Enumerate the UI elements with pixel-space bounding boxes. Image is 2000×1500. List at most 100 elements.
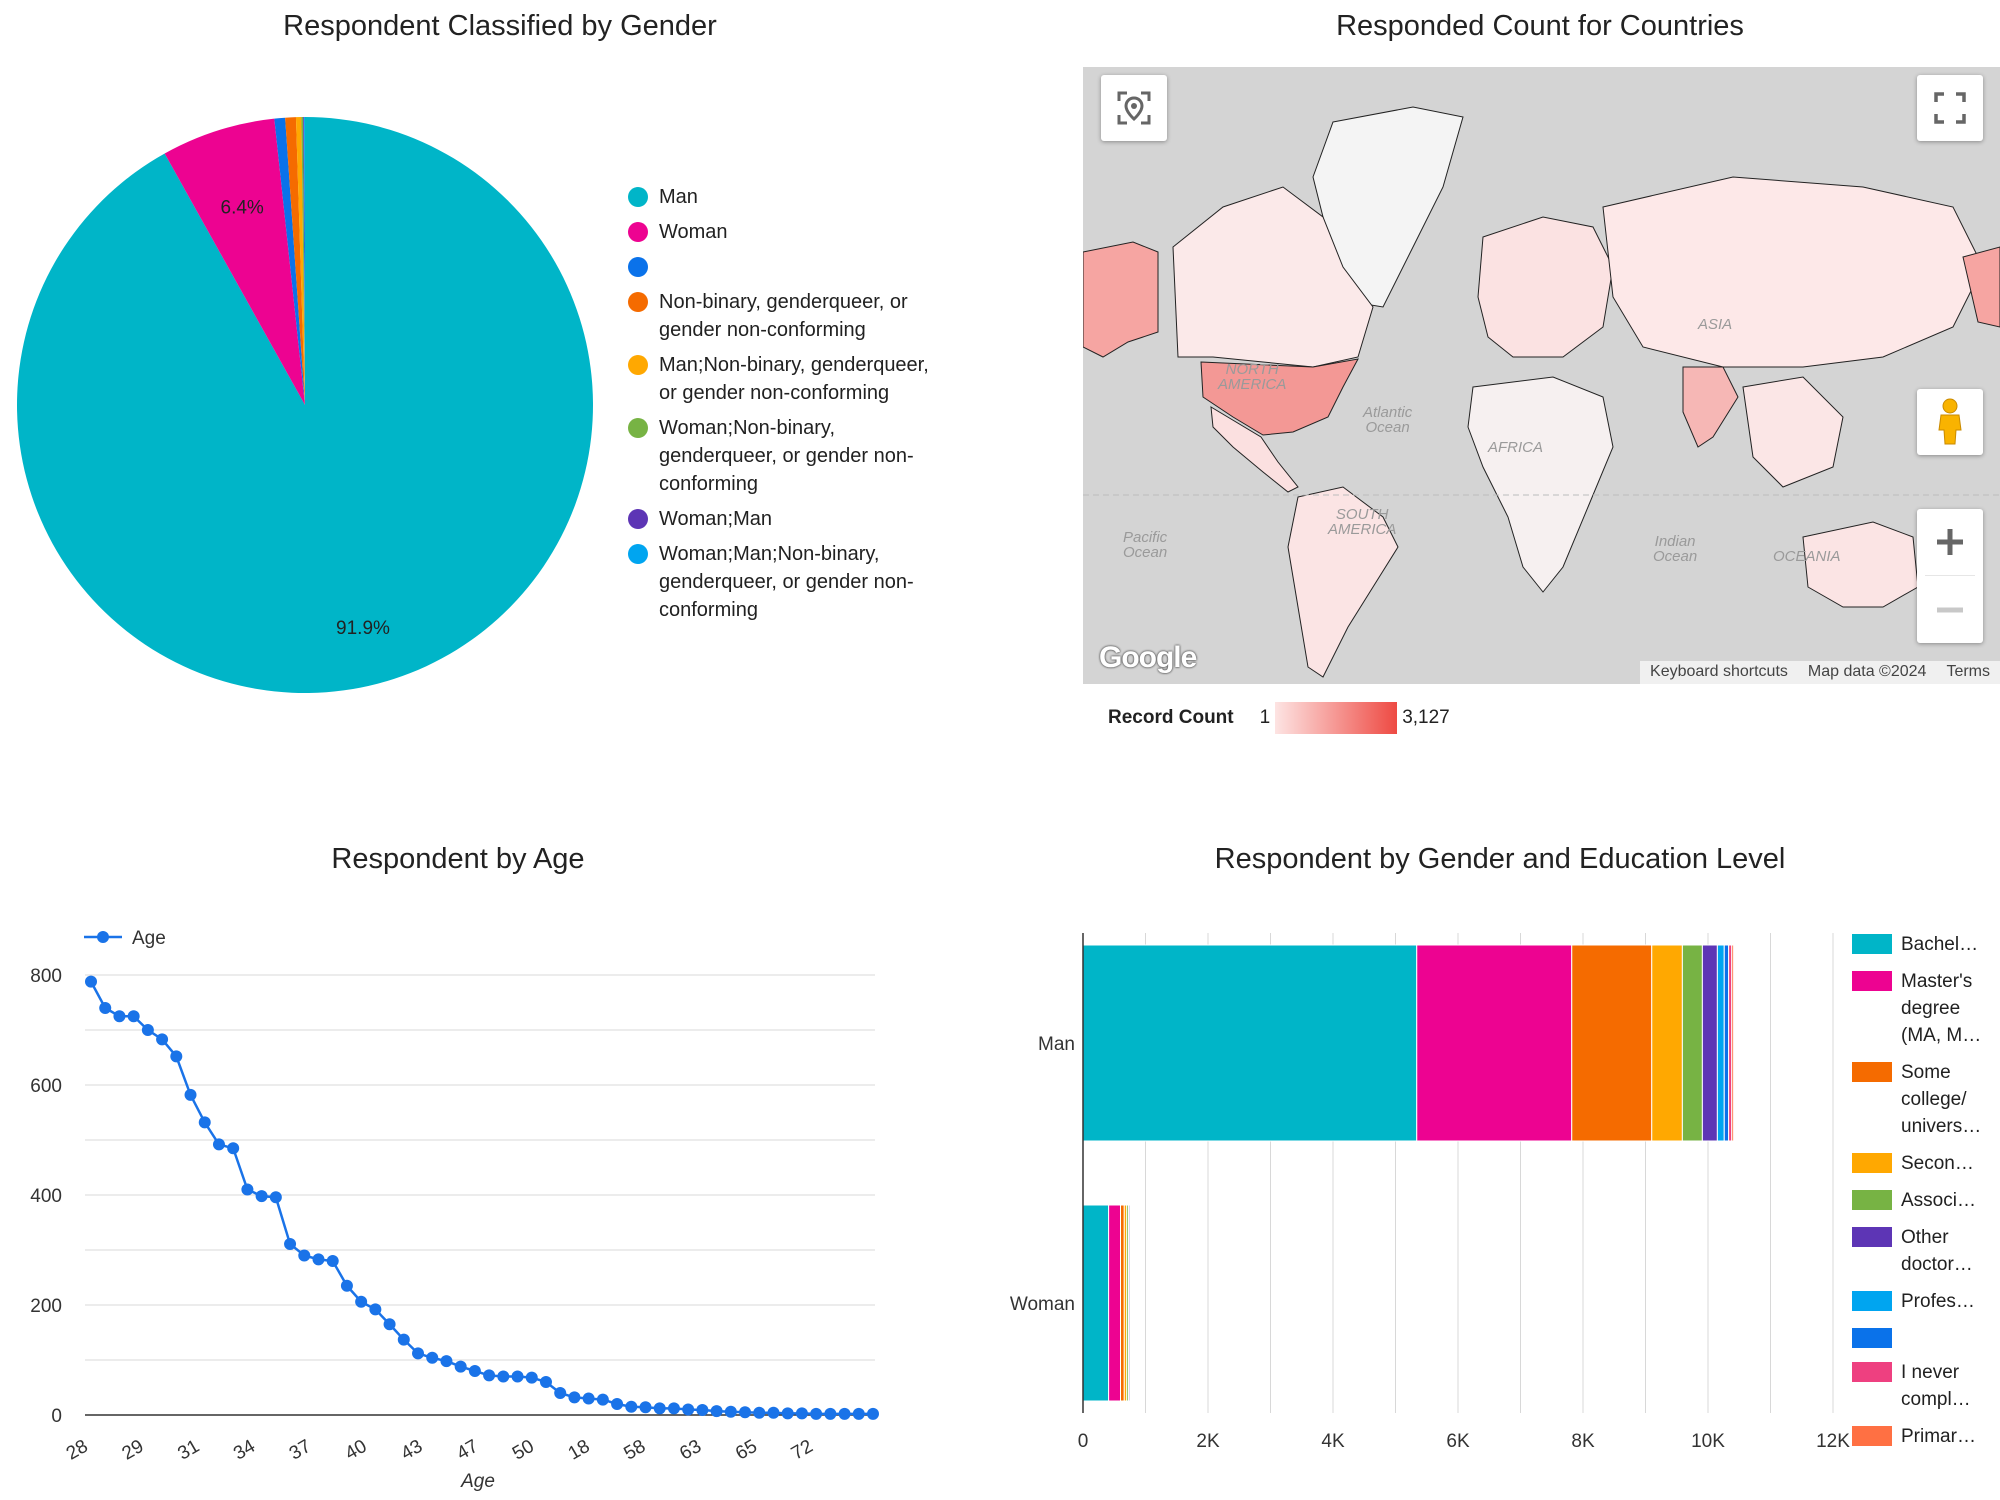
southeast-asia-shape [1742,376,1844,488]
alaska-shape [1083,241,1159,358]
age-point [454,1360,467,1373]
scale-max-label: 3,127 [1402,707,1450,728]
age-y-tick: 0 [51,1406,62,1427]
label-asia: ASIA [1698,316,1733,333]
edu-legend-item-0[interactable]: Bachel… [1852,931,1992,958]
age-point [212,1138,225,1151]
edu-legend-item-5[interactable]: Other doctor… [1852,1224,1992,1278]
age-point [426,1351,439,1364]
edu-x-tick: 6K [1446,1431,1470,1452]
legend-swatch [628,355,648,375]
legend-label: Master's degree (MA, M… [1901,971,1982,1046]
legend-swatch [628,222,648,242]
street-view-button[interactable] [1917,389,1983,455]
zoom-control [1917,509,1983,643]
age-point [99,1002,112,1014]
legend-item-0[interactable]: Man [628,183,948,211]
edu-bar-segment [1120,1204,1125,1402]
google-logo: Google [1099,641,1197,674]
zoom-in-button[interactable] [1917,509,1983,575]
age-legend-label: Age [132,928,166,949]
age-point [682,1403,695,1416]
legend-item-1[interactable]: Woman [628,218,948,246]
age-y-tick: 600 [30,1076,62,1097]
age-point [838,1407,851,1420]
edu-x-tick: 0 [1078,1431,1089,1452]
education-chart-title: Respondent by Gender and Education Level [1214,843,1786,875]
edu-legend-item-2[interactable]: Some college/ univers… [1852,1059,1992,1140]
label-north-america: NORTH AMERICA [1218,361,1287,393]
legend-item-2[interactable] [628,253,948,281]
legend-label: Primar… [1901,1426,1976,1447]
edu-legend-item-7[interactable] [1852,1325,1992,1349]
edu-bar-segment [1416,944,1573,1142]
age-point [497,1370,510,1383]
age-point [852,1407,865,1420]
age-point [269,1191,282,1204]
label-pacific: Pacific Ocean [1123,529,1168,561]
age-x-tick: 47 [453,1436,482,1465]
zoom-out-button[interactable] [1917,577,1983,643]
world-map[interactable]: ASIA NORTH AMERICA Atlantic Ocean AFRICA… [1083,67,2000,684]
age-x-axis-title: Age [460,1471,495,1492]
map-countries [1083,106,2000,678]
age-x-tick: 29 [119,1436,148,1465]
legend-label: Associ… [1901,1190,1976,1211]
edu-x-tick: 12K [1816,1431,1850,1452]
zoom-separator [1925,575,1975,576]
edu-legend-item-8[interactable]: I never compl… [1852,1359,1992,1413]
age-point [611,1398,624,1410]
age-point [568,1391,581,1404]
usa-shape [1200,358,1359,436]
legend-item-4[interactable]: Man;Non-binary, genderqueer, or gender n… [628,351,948,407]
age-point [781,1407,794,1420]
legend-item-6[interactable]: Woman;Man [628,505,948,533]
legend-item-5[interactable]: Woman;Non-binary, genderqueer, or gender… [628,414,948,498]
legend-swatch [1852,1426,1892,1446]
terms-link[interactable]: Terms [1946,663,1990,680]
edu-bar-segment [1681,944,1703,1142]
keyboard-shortcuts-link[interactable]: Keyboard shortcuts [1650,663,1788,680]
legend-swatch [1852,934,1892,954]
legend-item-7[interactable]: Woman;Man;Non-binary, genderqueer, or ge… [628,540,948,624]
legend-swatch [1852,1362,1892,1382]
age-point [383,1318,396,1331]
edu-bar-segment [1082,944,1418,1142]
label-indian: Indian Ocean [1653,533,1698,565]
age-point [298,1249,311,1262]
edu-bar-segment [1723,944,1730,1142]
india-shape [1682,366,1739,448]
age-point [241,1183,254,1196]
age-point [127,1010,140,1023]
record-count-legend: Record Count 1 3,127 [1108,702,1450,734]
edu-category-label: Man [1038,1034,1075,1055]
legend-swatch [1852,1153,1892,1173]
age-x-tick: 31 [174,1436,203,1465]
pie-slice-0 [16,117,593,694]
fullscreen-button[interactable] [1917,75,1983,141]
age-point [184,1088,197,1101]
edu-legend-item-4[interactable]: Associ… [1852,1187,1992,1214]
age-x-tick: 40 [342,1436,371,1465]
edu-legend-item-6[interactable]: Profes… [1852,1288,1992,1315]
age-point [85,975,97,988]
locate-button[interactable] [1101,75,1167,141]
age-point [653,1402,666,1415]
age-point [141,1024,154,1036]
edu-legend-item-1[interactable]: Master's degree (MA, M… [1852,968,1992,1049]
age-series-line [89,981,873,1416]
age-x-tick: 18 [565,1436,594,1465]
age-point [810,1407,823,1420]
south-america-shape [1287,486,1399,678]
age-chart-title: Respondent by Age [331,843,585,875]
education-bar-chart: 0 2K 4K 6K 8K 10K 12K Man Woman [1010,933,1850,1452]
legend-label: Non-binary, genderqueer, or gender non-c… [659,291,908,341]
pie-slice-2 [274,117,305,406]
age-point [753,1406,766,1419]
edu-legend-item-3[interactable]: Secon… [1852,1150,1992,1177]
legend-item-3[interactable]: Non-binary, genderqueer, or gender non-c… [628,288,948,344]
legend-label: Woman;Man;Non-binary, genderqueer, or ge… [659,543,914,621]
edu-legend-item-9[interactable]: Primar… [1852,1423,1992,1450]
edu-x-tick: 8K [1571,1431,1595,1452]
zoom-in-icon [1937,529,1963,555]
